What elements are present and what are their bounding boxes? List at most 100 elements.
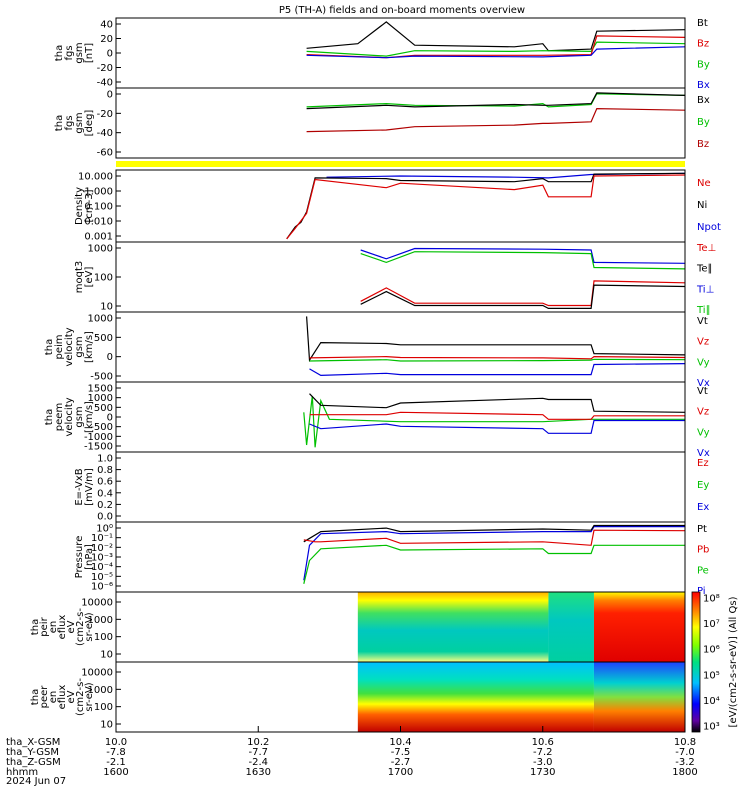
y-tick-label: 10⁻⁵ xyxy=(91,572,113,583)
legend-item: Pt xyxy=(697,524,707,535)
y-tick-label: 10 xyxy=(100,650,113,661)
y-axis-label: eflux xyxy=(57,615,68,640)
y-axis-label: en xyxy=(48,621,59,634)
y-axis-label: gsm xyxy=(74,112,85,133)
y-axis-label: gsm xyxy=(74,42,85,63)
x-tick-label: -3.2 xyxy=(675,757,695,768)
legend-item: Vx xyxy=(697,448,710,459)
x-tick-label: 10.8 xyxy=(674,737,696,748)
y-axis-label: tha xyxy=(44,409,55,425)
y-tick-label: 0.6 xyxy=(97,477,113,488)
colorbar-tick-label: 10⁷ xyxy=(703,619,720,630)
y-axis-label: Pressure xyxy=(74,536,85,579)
y-axis-label: E=-VxB xyxy=(74,468,85,505)
y-tick-label: 20 xyxy=(100,34,113,45)
x-tick-label: 1800 xyxy=(672,767,697,778)
y-tick-label: 10 xyxy=(100,302,113,313)
y-axis-label: peem xyxy=(54,403,65,431)
y-tick-label: 500 xyxy=(94,403,113,414)
y-axis-label: [nPa] xyxy=(84,544,95,570)
colorbar-tick-label: 10³ xyxy=(703,722,720,733)
y-tick-label: 0 xyxy=(107,49,113,60)
y-axis-label: [eV] xyxy=(84,267,95,288)
legend-item: Ey xyxy=(697,480,709,491)
y-axis-label: tha xyxy=(30,689,41,705)
y-tick-label: 0.8 xyxy=(97,465,113,476)
y-tick-label: 10⁻² xyxy=(91,543,113,554)
x-tick-label: 10.6 xyxy=(532,737,554,748)
x-row-label: hhmm xyxy=(6,767,38,778)
y-axis-label: tha xyxy=(54,45,65,61)
panel-frame xyxy=(115,311,686,383)
panel-1: 0 -20 -40 -60 tha fgs gsm [deg] Bx By Bz xyxy=(54,87,710,159)
y-axis-label: [km/s] xyxy=(84,331,95,363)
series-ti-line xyxy=(360,251,686,270)
y-tick-label: 10⁻⁶ xyxy=(91,582,113,593)
y-axis-label: gsm xyxy=(74,406,85,427)
y-axis-label: eV xyxy=(66,690,77,703)
y-tick-label: -20 xyxy=(97,109,113,120)
legend-item: By xyxy=(697,59,710,70)
legend-item: Ez xyxy=(697,458,709,469)
series-bz-line xyxy=(306,107,686,133)
series-vy-line xyxy=(309,358,686,362)
y-tick-label: 100 xyxy=(94,702,113,713)
legend-item: Pb xyxy=(697,545,709,556)
y-tick-label: 1000 xyxy=(88,615,113,626)
series-ti-line xyxy=(360,247,686,264)
spectrogram-segment xyxy=(357,592,549,662)
colorbar-tick-label: 10⁵ xyxy=(703,670,720,681)
legend-item: Npot xyxy=(697,222,721,233)
series-pi-line xyxy=(303,526,685,581)
legend-item: Ti∥ xyxy=(696,305,711,316)
legend-item: Te∥ xyxy=(696,264,713,275)
y-axis-label: eflux xyxy=(57,685,68,710)
legend-item: Pi xyxy=(697,586,706,597)
panel-frame xyxy=(115,381,686,453)
legend-item: Te⊥ xyxy=(696,243,716,254)
x-tick-label: 10.0 xyxy=(105,737,127,748)
x-row-label: tha_X-GSM xyxy=(6,737,60,748)
colorbar-tick-label: 10⁸ xyxy=(703,594,720,605)
y-axis-label: eV xyxy=(66,620,77,633)
y-tick-label: 1.000 xyxy=(84,187,113,198)
x-tick-label: -2.7 xyxy=(391,757,411,768)
x-tick-label: 1730 xyxy=(530,767,555,778)
y-tick-label: 1500 xyxy=(88,384,113,395)
legend-item: Bz xyxy=(697,39,709,50)
series-vx-line xyxy=(309,363,686,377)
spectrogram-segment xyxy=(357,662,594,732)
y-axis-label: velocity xyxy=(64,327,75,366)
y-axis-label: peer xyxy=(39,685,50,709)
x-axis-labels: tha_X-GSM 10.0 10.2 10.4 10.6 10.8 tha_Y-GSM -7… xyxy=(6,726,698,778)
y-axis-label: (cm2-s- xyxy=(75,678,86,716)
series-vx-line xyxy=(309,419,685,434)
series-bx-line xyxy=(306,46,686,59)
x-tick-label: -7.2 xyxy=(533,747,553,758)
series-vy-line xyxy=(303,395,685,448)
y-tick-label: 10000 xyxy=(81,598,113,609)
y-axis-label: en xyxy=(48,691,59,704)
date-label: 2024 Jun 07 xyxy=(6,776,66,787)
panel-3: 1000 100 10 moqt3 [eV] Te⊥ Te∥ Ti⊥ Ti∥ xyxy=(74,241,716,316)
colorbar-label: [eV/(cm2-s-sr-eV)] (All Qs) xyxy=(728,596,739,727)
x-tick-label: 10.2 xyxy=(247,737,269,748)
panel-4: 1000 500 0 -500 tha peim velocity gsm [km/s] Vt Vz… xyxy=(44,311,710,389)
y-axis-label: Density xyxy=(74,187,85,225)
colorbar: 10⁸ 10⁷ 10⁶ 10⁵ 10⁴ 10³ [eV/(cm2-s-sr-eV)] (A… xyxy=(691,591,739,733)
legend-item: Vx xyxy=(697,378,710,389)
x-tick-label: -7.0 xyxy=(675,747,695,758)
series-pb-line xyxy=(303,529,686,546)
y-axis-label: sr-eV) xyxy=(84,682,95,711)
legend-item: Ti⊥ xyxy=(696,284,714,295)
series-te-line xyxy=(360,280,686,307)
y-tick-label: -500 xyxy=(90,372,113,383)
panel-frame xyxy=(115,521,686,593)
panel-frame xyxy=(115,87,686,159)
series-ne-line xyxy=(286,174,686,240)
legend-item: Pe xyxy=(697,565,709,576)
panel-frame xyxy=(115,451,686,523)
y-tick-label: 0 xyxy=(107,90,113,101)
